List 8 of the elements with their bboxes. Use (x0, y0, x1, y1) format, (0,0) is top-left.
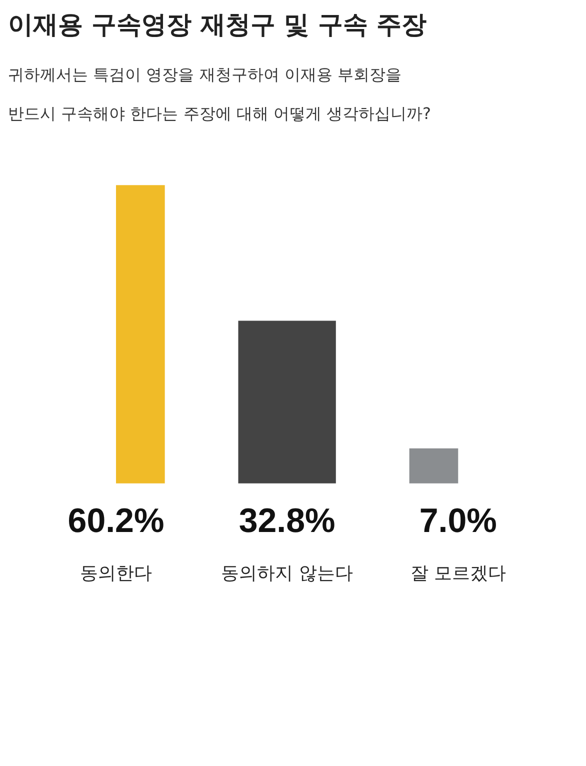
data-label: 60.2% (68, 502, 164, 540)
text: 귀하께서는 특검이 영장을 재청구하여 이재용 부회장을 반드시 구속해야 한다는 주장에 대해 어떻게 생각하십니까? (8, 65, 432, 123)
data-label: 32.8% (238, 502, 336, 540)
x-tick-label: 동의하지 않는다 (221, 562, 353, 584)
x-tick-label: 잘 모르겠다 (410, 562, 506, 584)
chart-title: 이재용 구속영장 재청구 및 구속 주장 (8, 9, 428, 41)
x-tick-label: 동의한다 (80, 562, 152, 584)
data-label: 7.0% (419, 502, 497, 540)
